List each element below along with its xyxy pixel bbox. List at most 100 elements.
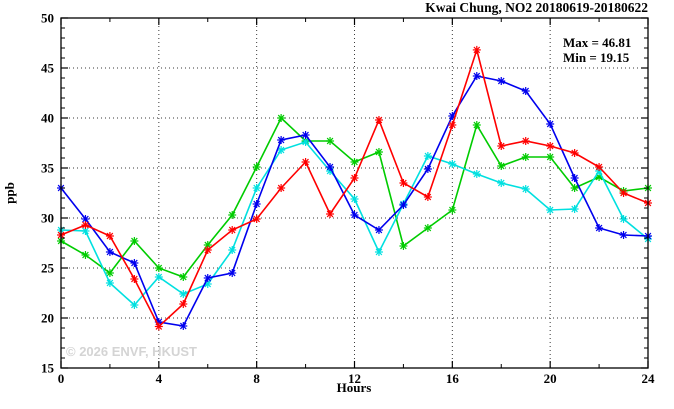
data-point-marker	[106, 248, 114, 256]
data-point-marker	[204, 280, 212, 288]
data-point-marker	[473, 72, 481, 80]
data-point-marker	[179, 322, 187, 330]
data-point-marker	[595, 163, 603, 171]
data-point-marker	[131, 259, 138, 267]
data-point-marker	[302, 138, 309, 146]
data-point-marker	[179, 300, 187, 308]
data-point-marker	[571, 149, 578, 157]
data-point-marker	[253, 215, 260, 223]
y-tick-label: 15	[41, 361, 55, 376]
data-point-marker	[155, 323, 163, 330]
data-point-marker	[351, 158, 358, 166]
data-point-marker	[449, 121, 456, 129]
x-tick-label: 16	[446, 371, 460, 386]
y-tick-label: 50	[41, 11, 54, 26]
series-green	[57, 114, 652, 281]
data-point-marker	[449, 160, 456, 168]
grid-layer	[61, 18, 648, 368]
data-point-marker	[522, 137, 530, 145]
data-point-marker	[351, 211, 358, 219]
tick-layer	[60, 17, 649, 369]
data-point-marker	[277, 146, 285, 154]
data-point-marker	[155, 273, 163, 281]
data-point-marker	[571, 174, 578, 182]
data-point-marker	[131, 301, 138, 309]
watermark: © 2026 ENVF, HKUST	[66, 344, 197, 359]
chart-title: Kwai Chung, NO2 20180619-20180622	[425, 0, 648, 15]
data-point-marker	[131, 237, 138, 245]
data-point-marker	[497, 179, 505, 187]
data-point-marker	[253, 200, 260, 208]
max-annotation: Max = 46.81	[563, 35, 631, 50]
data-point-marker	[497, 142, 505, 150]
data-point-marker	[571, 184, 578, 192]
data-point-marker	[375, 226, 383, 234]
data-point-marker	[571, 205, 578, 213]
y-tick-label: 20	[41, 311, 54, 326]
series-blue	[57, 72, 652, 330]
y-tick-label: 35	[41, 161, 55, 176]
y-tick-label: 30	[41, 211, 54, 226]
data-point-marker	[473, 46, 481, 54]
data-point-marker	[424, 193, 432, 201]
data-point-marker	[424, 165, 432, 173]
data-point-marker	[497, 77, 505, 85]
series-layer	[57, 45, 652, 331]
data-point-marker	[546, 206, 554, 214]
data-point-marker	[228, 211, 236, 219]
data-point-marker	[522, 185, 530, 193]
data-point-marker	[620, 231, 627, 239]
data-point-marker	[228, 246, 236, 254]
data-point-marker	[351, 195, 358, 203]
data-point-marker	[449, 112, 456, 120]
data-point-marker	[620, 189, 627, 197]
data-point-marker	[131, 275, 138, 283]
data-point-marker	[302, 158, 309, 166]
data-point-marker	[302, 131, 309, 139]
y-tick-label: 45	[41, 61, 55, 76]
data-point-marker	[546, 153, 554, 161]
x-tick-label: 12	[348, 371, 361, 386]
x-tick-label: 20	[544, 371, 557, 386]
data-point-marker	[522, 87, 530, 95]
series-red	[57, 45, 652, 331]
data-point-marker	[351, 174, 358, 182]
data-point-marker	[400, 242, 407, 250]
min-annotation: Min = 19.15	[563, 50, 630, 65]
data-point-marker	[620, 215, 627, 223]
data-point-marker	[449, 206, 456, 214]
data-point-marker	[497, 162, 505, 170]
y-tick-label: 40	[41, 111, 54, 126]
x-tick-label: 8	[253, 371, 260, 386]
data-point-marker	[82, 251, 89, 259]
data-point-marker	[522, 153, 530, 161]
data-point-marker	[155, 264, 163, 272]
tick-label-layer: 0 4 8 12 16 20 24 15 20 25 30 35 40 45 50	[41, 11, 655, 387]
data-point-marker	[546, 120, 554, 128]
data-point-marker	[253, 163, 260, 171]
data-point-marker	[326, 210, 334, 218]
data-point-marker	[228, 269, 236, 277]
data-point-marker	[424, 152, 432, 160]
x-tick-label: 4	[156, 371, 163, 386]
data-point-marker	[82, 221, 89, 229]
x-tick-label: 0	[58, 371, 65, 386]
data-point-marker	[204, 246, 212, 254]
data-point-marker	[106, 279, 114, 287]
data-point-marker	[179, 273, 187, 281]
data-point-marker	[228, 226, 236, 234]
y-axis-label: ppb	[2, 182, 17, 204]
data-point-marker	[106, 269, 114, 277]
data-point-marker	[375, 148, 383, 156]
data-point-marker	[473, 121, 481, 129]
data-point-marker	[179, 290, 187, 298]
data-point-marker	[204, 241, 212, 249]
series-red-line	[60, 47, 649, 328]
data-point-marker	[595, 224, 603, 232]
x-tick-label: 24	[642, 371, 656, 386]
data-point-marker	[473, 170, 481, 178]
data-point-marker	[424, 224, 432, 232]
data-point-marker	[375, 116, 383, 124]
